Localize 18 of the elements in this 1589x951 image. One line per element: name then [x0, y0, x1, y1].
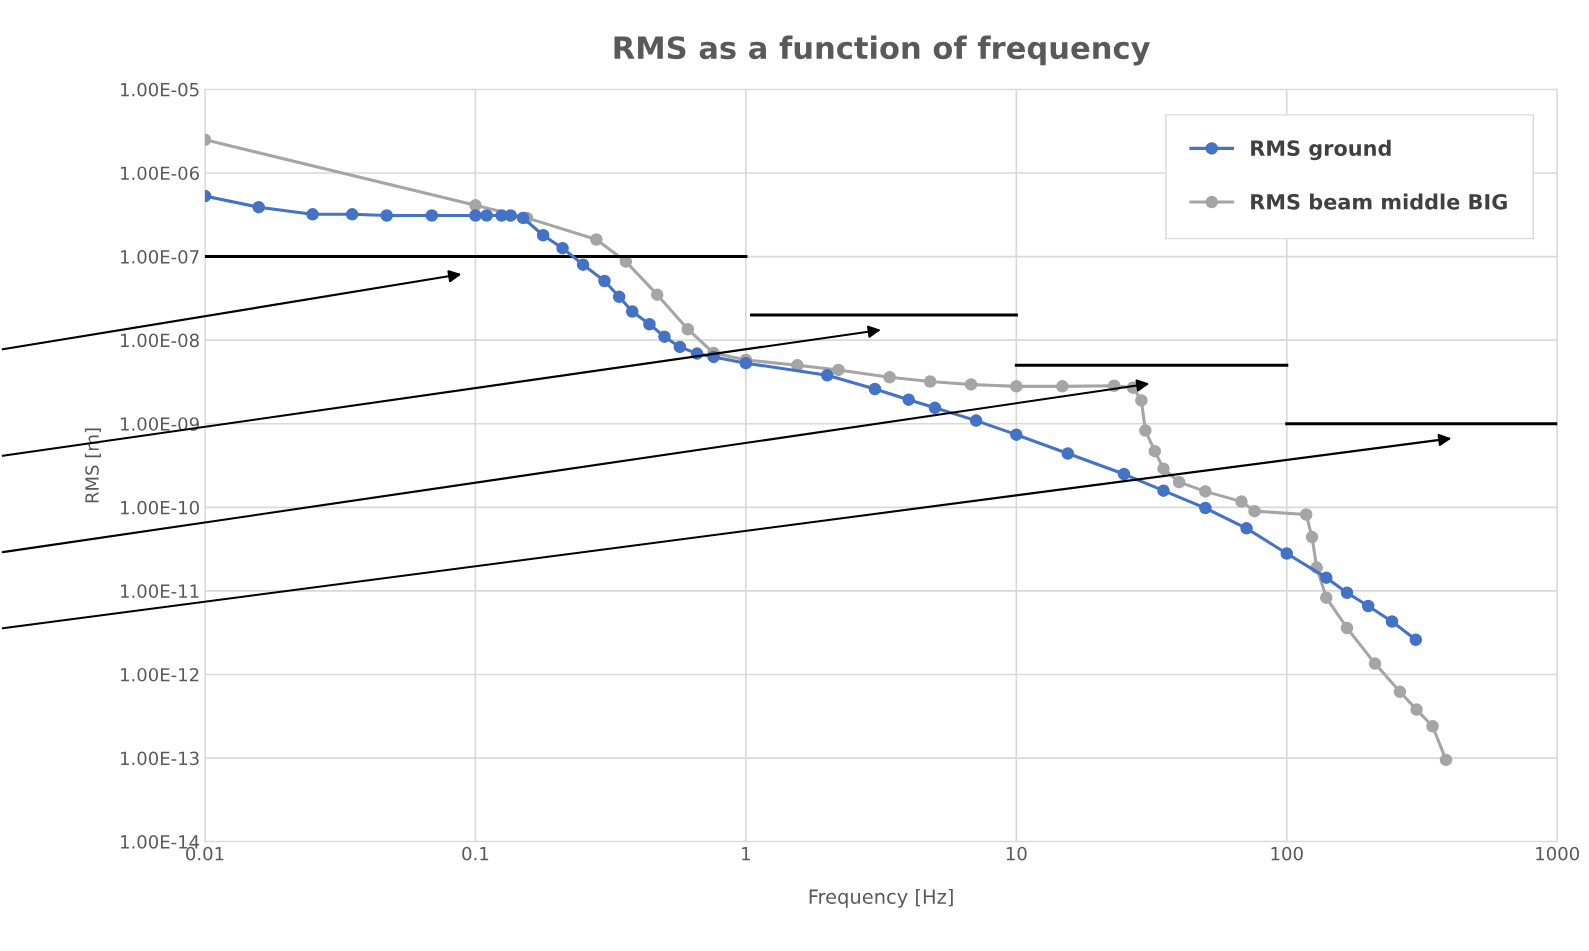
- y-tick-label: 1.00E-05: [121, 82, 199, 97]
- x-tick-label: 100: [1271, 846, 1303, 861]
- y-tick-label: 1.00E-08: [121, 333, 199, 348]
- x-tick-label: 0.1: [462, 846, 489, 861]
- x-axis-title: Frequency [Hz]: [809, 888, 953, 908]
- x-tick-label: 1: [742, 847, 750, 861]
- x-tick-label: 10: [1006, 846, 1027, 861]
- y-tick-label: 1.00E-11: [121, 584, 199, 598]
- legend-label: RMS beam middle BIG: [1251, 193, 1507, 210]
- x-tick-label: 1000: [1536, 846, 1579, 861]
- y-tick-label: 1.00E-10: [121, 500, 199, 515]
- y-tick-label: 1.00E-06: [121, 166, 199, 181]
- y-tick-label: 1.00E-09: [121, 417, 199, 431]
- legend-label: RMS ground: [1251, 139, 1391, 161]
- y-tick-label: 1.00E-07: [121, 250, 199, 264]
- chart-title: RMS as a function of frequency: [614, 35, 1150, 66]
- y-tick-label: 1.00E-13: [121, 751, 199, 766]
- y-tick-label: 1.00E-12: [121, 667, 199, 682]
